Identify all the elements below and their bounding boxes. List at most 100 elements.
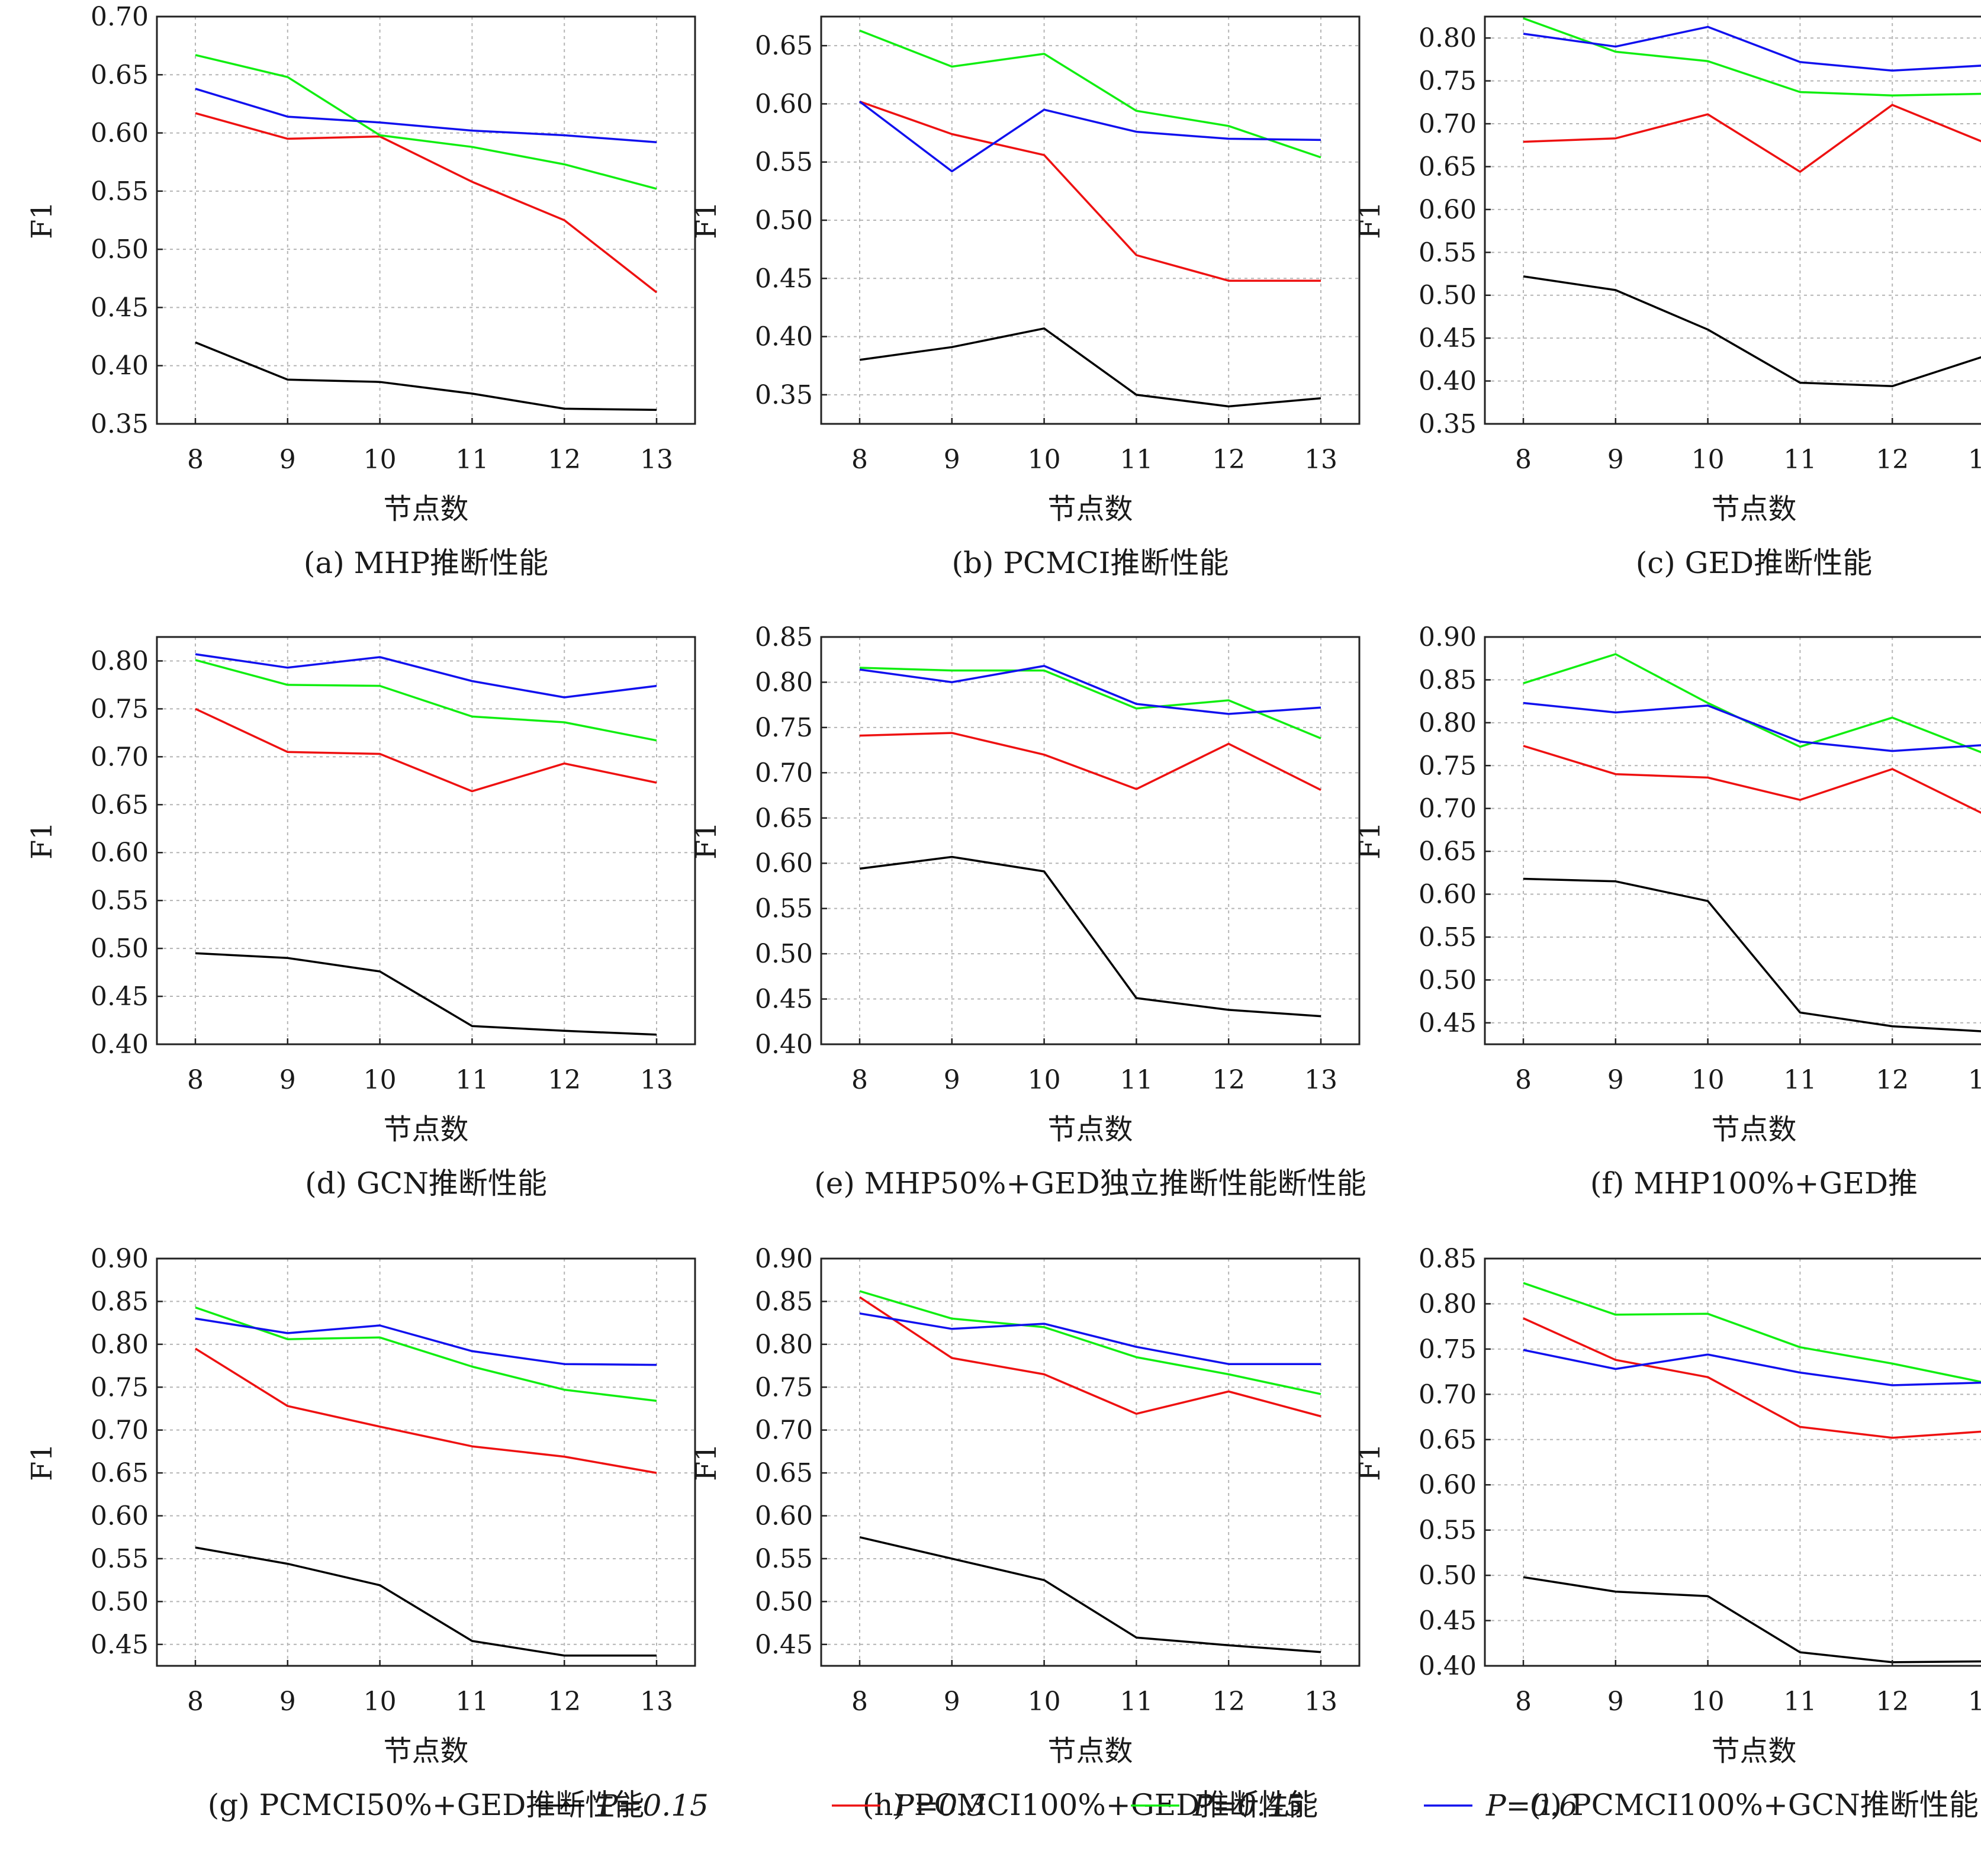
y-axis-title: F1 [1353, 201, 1387, 239]
x-tick-label: 8 [1515, 1065, 1532, 1095]
series-line-p0-3 [195, 1347, 657, 1474]
y-tick-label: 0.50 [91, 934, 149, 964]
y-axis-title: F1 [690, 201, 723, 239]
y-tick-label: 0.60 [755, 848, 813, 879]
series-line-p0-15 [859, 327, 1321, 408]
y-axis-title: F1 [25, 822, 59, 860]
legend-item-p0-6: P=0.6 [1424, 1788, 1578, 1823]
series-line-p0-15 [1523, 275, 1981, 388]
x-tick-label: 10 [1691, 1065, 1725, 1095]
x-tick-label: 9 [279, 1065, 296, 1095]
legend-item-p0-3: P=0.3 [832, 1788, 986, 1823]
y-tick-label: 0.70 [1419, 1379, 1477, 1410]
grid [1485, 636, 1981, 1044]
x-tick-label: 11 [1783, 1065, 1816, 1095]
plot-frame [820, 636, 1361, 1045]
y-tick-label: 0.80 [755, 1330, 813, 1360]
y-tick-label: 0.55 [755, 894, 813, 924]
series-line-p0-6 [859, 665, 1321, 715]
series-line-p0-6 [858, 101, 1321, 173]
x-tick-label: 9 [944, 445, 960, 475]
series-line-p0-6 [1523, 25, 1981, 72]
chart-panel: 8 9 10 11 12 13 0.35 0.40 0.45 0.50 0.55 0.60 0.65 0.… [1353, 15, 1981, 580]
x-tick-label: 9 [944, 1687, 960, 1717]
x-tick-label: 8 [187, 1687, 204, 1717]
x-tick-label: 12 [1876, 1065, 1909, 1095]
y-tick-label: 0.55 [755, 1544, 813, 1574]
y-tick-label: 0.80 [1419, 708, 1477, 738]
y-tick-label: 0.70 [1419, 794, 1477, 824]
chart-panel: 8 9 10 11 12 13 0.35 0.40 0.45 0.50 0.55 0.60 0.65 0.… [25, 2, 696, 580]
y-tick-label: 0.75 [91, 694, 149, 724]
x-tick-label: 13 [1968, 445, 1981, 475]
legend-label: P=0.15 [597, 1788, 709, 1823]
y-tick-label: 0.80 [91, 1330, 149, 1360]
series-line-p0-45 [1523, 653, 1981, 754]
x-axis-title: 节点数 [383, 1113, 468, 1146]
x-axis-title: 节点数 [1047, 1113, 1133, 1146]
y-axis-title: F1 [1353, 822, 1387, 860]
legend-item-p0-15: P=0.15 [536, 1788, 709, 1823]
y-tick-label: 0.45 [1419, 323, 1477, 353]
x-tick-label: 13 [1304, 445, 1337, 475]
grid [157, 637, 695, 1045]
y-tick-label: 0.50 [1419, 281, 1477, 311]
x-tick-label: 11 [1783, 1687, 1816, 1717]
panel-caption: (b) PCMCI推断性能 [951, 546, 1229, 580]
y-tick-label: 0.65 [91, 790, 149, 820]
y-tick-label: 0.60 [755, 89, 813, 119]
series-line-p0-15 [195, 1546, 657, 1657]
x-tick-label: 11 [455, 445, 488, 475]
x-axis-title: 节点数 [383, 1735, 468, 1768]
x-tick-label: 8 [187, 1065, 204, 1095]
series-line-p0-3 [1523, 1317, 1981, 1439]
x-axis-title: 节点数 [1047, 1735, 1133, 1768]
legend-label: P=0.3 [893, 1788, 986, 1823]
chart-panel: 8 9 10 11 12 13 0.40 0.45 0.50 0.55 0.60 0.65 0.70 0.… [690, 622, 1366, 1201]
series-line-p0-45 [859, 667, 1321, 739]
panel-caption: (f) MHP100%+GED推 [1590, 1166, 1918, 1201]
chart-panel: 8 9 10 11 12 13 0.45 0.50 0.55 0.60 0.65 0.70 0.75 0.… [25, 1244, 696, 1822]
y-tick-label: 0.50 [755, 1587, 813, 1617]
x-axis-title: 节点数 [1711, 493, 1796, 526]
x-tick-label: 13 [640, 1687, 673, 1717]
panel-caption: (c) GED推断性能 [1636, 546, 1872, 580]
series-line-p0-6 [195, 1317, 657, 1366]
y-tick-label: 0.75 [755, 1372, 813, 1402]
y-tick-label: 0.45 [755, 263, 813, 294]
legend: P=0.15 P=0.3 P=0.45 P=0.6 [536, 1788, 1578, 1823]
x-tick-label: 12 [1212, 1687, 1245, 1717]
y-tick-label: 0.50 [1419, 965, 1477, 995]
y-tick-label: 0.35 [1419, 409, 1477, 439]
series-line-p0-45 [195, 54, 657, 190]
y-tick-label: 0.50 [755, 205, 813, 236]
legend-label: P=0.6 [1485, 1788, 1578, 1823]
y-tick-label: 0.90 [1419, 622, 1477, 652]
y-tick-label: 0.55 [1419, 922, 1477, 953]
plot-frame [820, 1257, 1361, 1667]
y-tick-label: 0.40 [755, 322, 813, 352]
y-tick-label: 0.65 [755, 803, 813, 834]
x-tick-label: 10 [364, 1065, 397, 1095]
x-tick-label: 10 [364, 445, 397, 475]
series-line-p0-45 [195, 1306, 657, 1402]
series-line-p0-45 [1523, 1282, 1981, 1383]
x-tick-label: 9 [1607, 1687, 1624, 1717]
x-tick-label: 11 [1120, 1065, 1153, 1095]
chart-panel: 8 9 10 11 12 13 0.45 0.50 0.55 0.60 0.65 0.70 0.75 0.… [1353, 622, 1981, 1201]
y-tick-label: 0.70 [91, 2, 149, 32]
x-tick-label: 13 [640, 1065, 673, 1095]
y-tick-label: 0.70 [91, 742, 149, 772]
chart-panel: 8 9 10 11 12 13 0.35 0.40 0.45 0.50 0.55 0.60 0.65 节点… [690, 15, 1361, 580]
plot-frame [1484, 636, 1981, 1045]
y-tick-label: 0.40 [755, 1029, 813, 1060]
x-tick-label: 9 [944, 1065, 960, 1095]
x-tick-label: 11 [455, 1687, 488, 1717]
y-tick-label: 0.80 [91, 646, 149, 676]
y-tick-label: 0.50 [91, 1587, 149, 1617]
y-tick-label: 0.45 [1419, 1008, 1477, 1038]
x-tick-label: 12 [1212, 1065, 1245, 1095]
x-tick-label: 10 [364, 1687, 397, 1717]
series-line-p0-3 [1523, 104, 1981, 173]
